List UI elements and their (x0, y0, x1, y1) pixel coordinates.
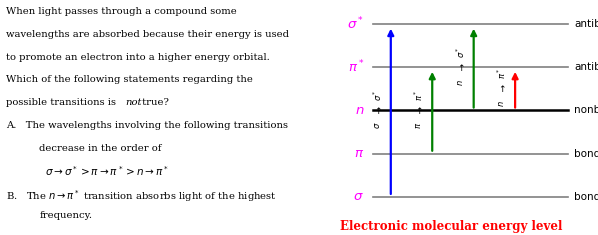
Text: $\uparrow$: $\uparrow$ (373, 105, 382, 116)
Text: nonbonding: nonbonding (574, 106, 598, 115)
Text: bonding: bonding (574, 192, 598, 202)
Text: $\sigma$: $\sigma$ (353, 190, 364, 203)
Text: wavelengths are absorbed because their energy is used: wavelengths are absorbed because their e… (6, 30, 289, 39)
Text: antibonding: antibonding (574, 19, 598, 29)
Text: $\pi$: $\pi$ (414, 122, 423, 129)
Text: possible transitions is: possible transitions is (6, 98, 119, 107)
Text: B.   The $n \rightarrow \pi^*$ transition absorbs light of the highest: B. The $n \rightarrow \pi^*$ transition … (6, 188, 277, 204)
Text: $\pi^*$: $\pi^*$ (413, 90, 425, 101)
Text: $\pi^*$: $\pi^*$ (496, 68, 508, 79)
Text: $n$: $n$ (456, 79, 465, 86)
Text: $\pi^*$: $\pi^*$ (347, 59, 364, 76)
Text: $\uparrow$: $\uparrow$ (456, 62, 465, 73)
Text: Electronic molecular energy level: Electronic molecular energy level (340, 220, 563, 233)
Text: $\sigma \rightarrow \sigma^* > \pi \rightarrow \pi^* > n \rightarrow \pi^*$: $\sigma \rightarrow \sigma^* > \pi \righ… (45, 164, 169, 178)
Text: Which of the following statements regarding the: Which of the following statements regard… (6, 75, 253, 84)
Text: C.   The $\sigma \rightarrow \sigma^*$ transition absorbs light of highest: C. The $\sigma \rightarrow \sigma^*$ tra… (6, 234, 258, 235)
Text: $\uparrow$: $\uparrow$ (414, 105, 423, 116)
Text: $n$: $n$ (355, 104, 364, 117)
Text: $\sigma$: $\sigma$ (373, 122, 382, 129)
Text: $n$: $n$ (498, 101, 507, 107)
Text: When light passes through a compound some: When light passes through a compound som… (6, 7, 237, 16)
Text: decrease in the order of: decrease in the order of (39, 144, 161, 153)
Text: to promote an electron into a higher energy orbital.: to promote an electron into a higher ene… (6, 53, 270, 62)
Text: A.   The wavelengths involving the following transitions: A. The wavelengths involving the followi… (6, 121, 288, 130)
Text: $\uparrow$: $\uparrow$ (497, 83, 507, 94)
Text: frequency.: frequency. (39, 211, 92, 220)
Text: true?: true? (139, 98, 169, 107)
Text: not: not (126, 98, 142, 107)
Text: $\sigma^*$: $\sigma^*$ (371, 90, 384, 101)
Text: $\sigma^*$: $\sigma^*$ (347, 16, 364, 32)
Text: $\pi$: $\pi$ (354, 147, 364, 160)
Text: bonding: bonding (574, 149, 598, 159)
Text: $\sigma^*$: $\sigma^*$ (454, 46, 466, 58)
Text: antibonding: antibonding (574, 62, 598, 72)
